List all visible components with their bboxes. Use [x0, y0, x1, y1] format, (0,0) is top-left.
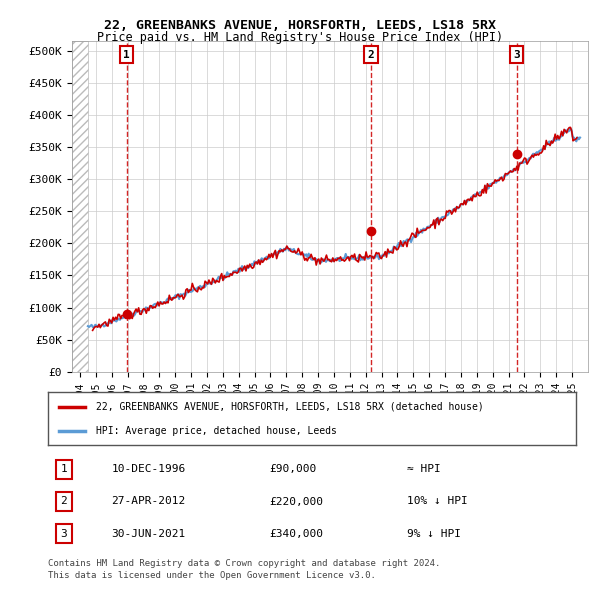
Text: 2: 2 — [61, 497, 67, 506]
Text: 2: 2 — [367, 50, 374, 60]
Text: 30-JUN-2021: 30-JUN-2021 — [112, 529, 185, 539]
Text: HPI: Average price, detached house, Leeds: HPI: Average price, detached house, Leed… — [95, 426, 337, 436]
Text: This data is licensed under the Open Government Licence v3.0.: This data is licensed under the Open Gov… — [48, 571, 376, 580]
Text: 22, GREENBANKS AVENUE, HORSFORTH, LEEDS, LS18 5RX: 22, GREENBANKS AVENUE, HORSFORTH, LEEDS,… — [104, 19, 496, 32]
Text: 10% ↓ HPI: 10% ↓ HPI — [407, 497, 468, 506]
Text: 9% ↓ HPI: 9% ↓ HPI — [407, 529, 461, 539]
Text: £340,000: £340,000 — [270, 529, 324, 539]
Text: 27-APR-2012: 27-APR-2012 — [112, 497, 185, 506]
Text: 1: 1 — [61, 464, 67, 474]
Text: Contains HM Land Registry data © Crown copyright and database right 2024.: Contains HM Land Registry data © Crown c… — [48, 559, 440, 568]
Text: 3: 3 — [61, 529, 67, 539]
Text: £90,000: £90,000 — [270, 464, 317, 474]
Text: Price paid vs. HM Land Registry's House Price Index (HPI): Price paid vs. HM Land Registry's House … — [97, 31, 503, 44]
Text: 1: 1 — [123, 50, 130, 60]
Text: 22, GREENBANKS AVENUE, HORSFORTH, LEEDS, LS18 5RX (detached house): 22, GREENBANKS AVENUE, HORSFORTH, LEEDS,… — [95, 402, 483, 412]
Text: 10-DEC-1996: 10-DEC-1996 — [112, 464, 185, 474]
Text: £220,000: £220,000 — [270, 497, 324, 506]
Text: 3: 3 — [513, 50, 520, 60]
Text: ≈ HPI: ≈ HPI — [407, 464, 441, 474]
